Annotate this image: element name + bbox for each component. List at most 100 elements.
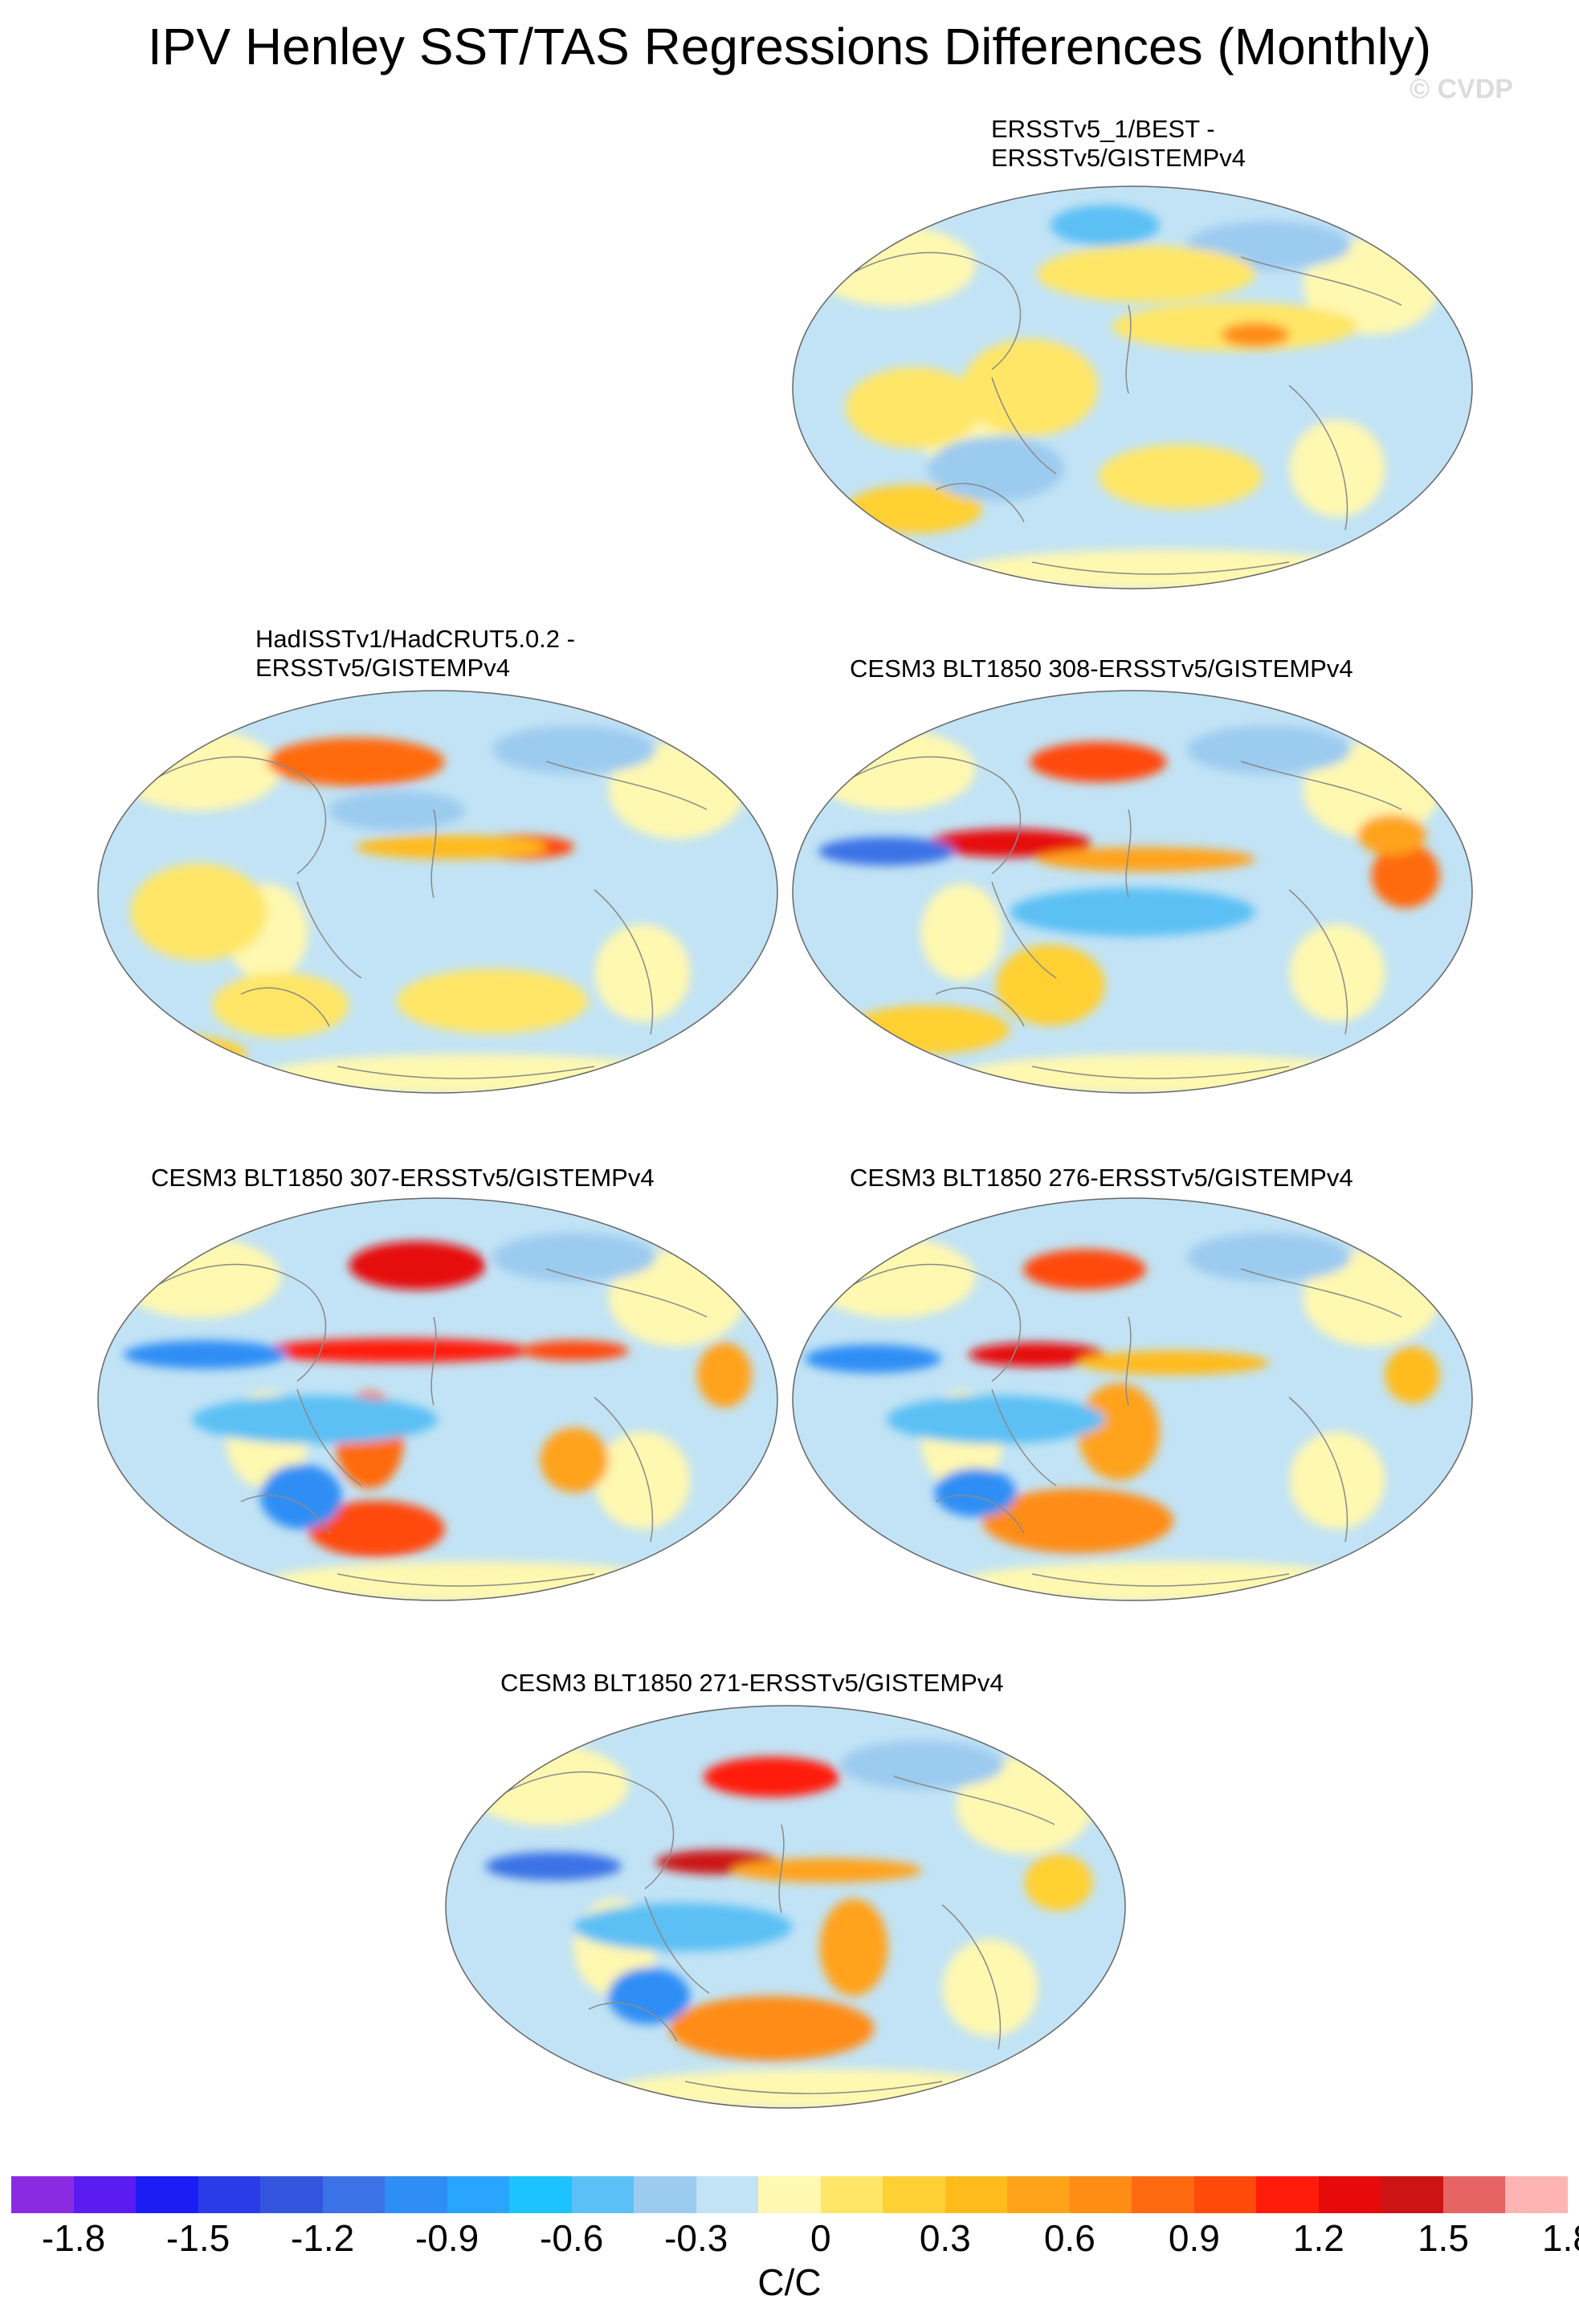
anomaly-patch [1098, 444, 1263, 509]
anomaly-patch [212, 972, 349, 1038]
coastline [838, 251, 1022, 370]
anomaly-patch [328, 790, 465, 831]
map-border [97, 690, 778, 1094]
anomaly-patch [846, 367, 982, 449]
colorbar-cell [634, 2176, 696, 2213]
coastline [1288, 889, 1348, 1035]
anomaly-patch [887, 1395, 1105, 1445]
coastline [240, 1494, 330, 1535]
anomaly-patch [1371, 842, 1440, 908]
colorbar-cell [136, 2176, 198, 2213]
anomaly-patch [267, 737, 445, 787]
colorbar-tick-label: 0 [810, 2217, 831, 2259]
panel-6-map [444, 1704, 1127, 2110]
map-svg [792, 1197, 1473, 1601]
anomaly-patch [260, 1338, 533, 1364]
colorbar-cell [73, 2176, 137, 2213]
anomaly-patch [608, 1967, 690, 2024]
map-border [792, 690, 1473, 1094]
anomaly-patch [928, 436, 1064, 501]
map-svg [97, 690, 778, 1094]
anomaly-patch [1357, 814, 1426, 856]
map-border [792, 1197, 1473, 1601]
coastline [492, 1771, 675, 1890]
coastline [991, 377, 1057, 475]
panel-1-title: ERSSTv5_1/BEST - ERSSTv5/GISTEMPv4 [991, 115, 1246, 173]
coastline [296, 1388, 362, 1486]
coastline [838, 756, 1022, 875]
colorbar-tick-label: -0.6 [540, 2217, 604, 2259]
colorbar-cell [945, 2176, 1008, 2213]
colorbar-cell [1318, 2176, 1381, 2213]
anomaly-patch [982, 1488, 1173, 1554]
anomaly-patch [308, 1500, 445, 1558]
panel-2-map [96, 689, 779, 1095]
colorbar-cell [883, 2176, 945, 2213]
coastline [1240, 256, 1402, 306]
watermark: © CVDP [1410, 74, 1513, 104]
anomaly-patch [356, 834, 547, 860]
coastline [1240, 760, 1402, 810]
colorbar-tick-label: 1.5 [1417, 2217, 1469, 2259]
colorbar-cell [11, 2176, 74, 2213]
map-border [445, 1705, 1126, 2109]
colorbar-tick-label: 0.3 [919, 2217, 971, 2259]
colorbar-tick-label: 1.8 [1542, 2217, 1579, 2259]
coastline [935, 987, 1025, 1027]
coastline [941, 1904, 1002, 2050]
coastline [684, 2081, 943, 2094]
anomaly-patch [818, 837, 955, 866]
coastline [337, 1573, 595, 1587]
anomaly-patch [697, 1342, 752, 1408]
anomaly-patch [1051, 205, 1160, 246]
coastline [594, 889, 654, 1035]
colorbar-cell [1505, 2176, 1568, 2213]
coastline [778, 1824, 785, 1914]
colorbar [11, 2176, 1568, 2213]
colorbar-tick-label: -1.8 [41, 2217, 106, 2259]
colorbar-cell [509, 2176, 572, 2213]
colorbar-cell [385, 2176, 447, 2213]
anomaly-patch [260, 1464, 342, 1530]
anomaly-patch [819, 1898, 888, 1996]
coastline [1125, 1316, 1132, 1406]
colorbar-cell [820, 2176, 883, 2213]
anomaly-patch [1024, 1853, 1093, 1911]
coastline [991, 881, 1057, 979]
anomaly-patch [669, 1996, 875, 2061]
anomaly-patch [961, 338, 1099, 437]
colorbar-tick-label: 0.6 [1043, 2217, 1096, 2259]
colorbar-tick-label: -0.3 [664, 2217, 728, 2259]
coastline [1288, 385, 1348, 531]
panel-1-title-line2: ERSSTv5/GISTEMPv4 [991, 144, 1246, 172]
colorbar-tick-label: 0.9 [1168, 2217, 1220, 2259]
anomaly-patch [1030, 741, 1167, 783]
anomaly-patch [731, 1857, 922, 1883]
coastline [144, 1263, 327, 1382]
panel-5-map [791, 1197, 1474, 1602]
map-svg [792, 690, 1473, 1094]
colorbar-cell [571, 2176, 634, 2213]
anomaly-patch [1078, 1383, 1160, 1481]
anomaly-patch [1078, 1350, 1269, 1376]
anomaly-patch [520, 1340, 629, 1361]
panel-3-map [791, 689, 1474, 1095]
panel-6-title: CESM3 BLT1850 271-ERSSTv5/GISTEMPv4 [500, 1669, 1004, 1697]
coastline [430, 1316, 437, 1406]
anomaly-patch [1221, 322, 1290, 347]
colorbar-cell [198, 2176, 261, 2213]
anomaly-patch [1010, 887, 1255, 937]
panel-2-title-line1: HadISSTv1/HadCRUT5.0.2 - [255, 625, 575, 653]
coastline [893, 1776, 1055, 1825]
colorbar-cell [322, 2176, 386, 2213]
anomaly-patch [846, 1005, 1010, 1054]
panel-1-title-line1: ERSSTv5_1/BEST - [991, 115, 1215, 143]
panel-3-title: CESM3 BLT1850 308-ERSSTv5/GISTEMPv4 [850, 654, 1353, 683]
coastline [430, 809, 437, 899]
coastline [240, 987, 330, 1027]
colorbar-cell [260, 2176, 323, 2213]
coastline [588, 2002, 678, 2042]
anomaly-patch [969, 1342, 1105, 1368]
colorbar-tick-label: -1.2 [290, 2217, 355, 2259]
panel-2-title: HadISSTv1/HadCRUT5.0.2 - ERSSTv5/GISTEMP… [255, 625, 575, 683]
